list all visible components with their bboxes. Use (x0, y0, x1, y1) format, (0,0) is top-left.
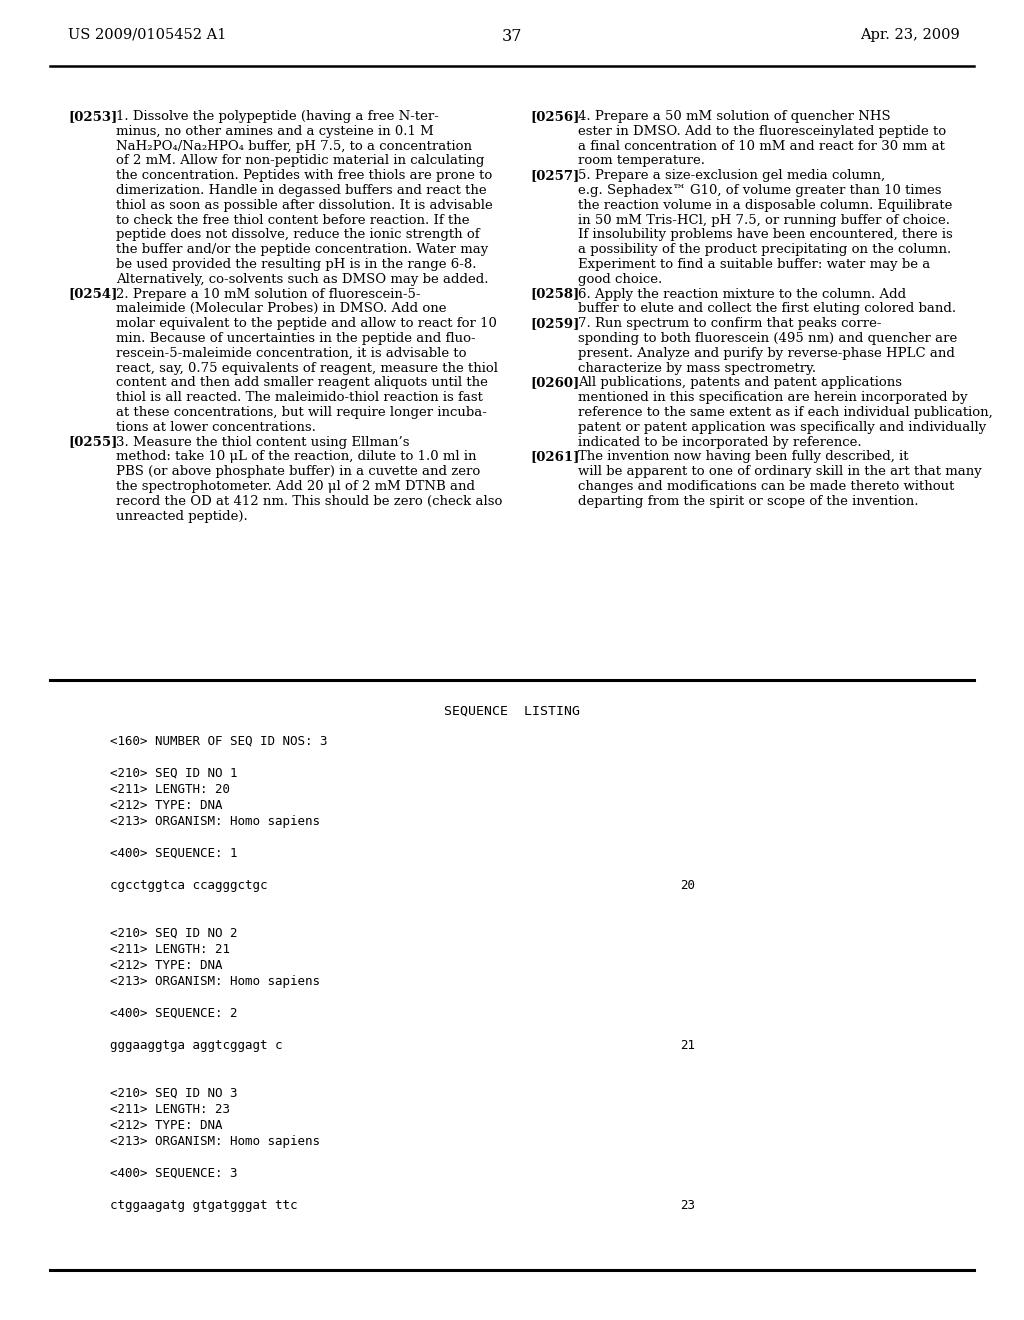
Text: content and then add smaller reagent aliquots until the: content and then add smaller reagent ali… (116, 376, 487, 389)
Text: [0253]: [0253] (68, 110, 118, 123)
Text: will be apparent to one of ordinary skill in the art that many: will be apparent to one of ordinary skil… (578, 465, 982, 478)
Text: The invention now having been fully described, it: The invention now having been fully desc… (578, 450, 908, 463)
Text: mentioned in this specification are herein incorporated by: mentioned in this specification are here… (578, 391, 968, 404)
Text: record the OD at 412 nm. This should be zero (check also: record the OD at 412 nm. This should be … (116, 495, 503, 508)
Text: 7. Run spectrum to confirm that peaks corre-: 7. Run spectrum to confirm that peaks co… (578, 317, 882, 330)
Text: maleimide (Molecular Probes) in DMSO. Add one: maleimide (Molecular Probes) in DMSO. Ad… (116, 302, 446, 315)
Text: PBS (or above phosphate buffer) in a cuvette and zero: PBS (or above phosphate buffer) in a cuv… (116, 465, 480, 478)
Text: <212> TYPE: DNA: <212> TYPE: DNA (110, 799, 222, 812)
Text: of 2 mM. Allow for non-peptidic material in calculating: of 2 mM. Allow for non-peptidic material… (116, 154, 484, 168)
Text: the buffer and/or the peptide concentration. Water may: the buffer and/or the peptide concentrat… (116, 243, 488, 256)
Text: [0261]: [0261] (530, 450, 580, 463)
Text: Apr. 23, 2009: Apr. 23, 2009 (860, 28, 961, 42)
Text: <400> SEQUENCE: 2: <400> SEQUENCE: 2 (110, 1007, 238, 1020)
Text: at these concentrations, but will require longer incuba-: at these concentrations, but will requir… (116, 407, 486, 418)
Text: characterize by mass spectrometry.: characterize by mass spectrometry. (578, 362, 816, 375)
Text: <210> SEQ ID NO 2: <210> SEQ ID NO 2 (110, 927, 238, 940)
Text: method: take 10 μL of the reaction, dilute to 1.0 ml in: method: take 10 μL of the reaction, dilu… (116, 450, 476, 463)
Text: thiol is all reacted. The maleimido-thiol reaction is fast: thiol is all reacted. The maleimido-thio… (116, 391, 483, 404)
Text: e.g. Sephadex™ G10, of volume greater than 10 times: e.g. Sephadex™ G10, of volume greater th… (578, 183, 941, 197)
Text: thiol as soon as possible after dissolution. It is advisable: thiol as soon as possible after dissolut… (116, 199, 493, 211)
Text: be used provided the resulting pH is in the range 6-8.: be used provided the resulting pH is in … (116, 257, 476, 271)
Text: All publications, patents and patent applications: All publications, patents and patent app… (578, 376, 902, 389)
Text: 6. Apply the reaction mixture to the column. Add: 6. Apply the reaction mixture to the col… (578, 288, 906, 301)
Text: <160> NUMBER OF SEQ ID NOS: 3: <160> NUMBER OF SEQ ID NOS: 3 (110, 735, 328, 748)
Text: peptide does not dissolve, reduce the ionic strength of: peptide does not dissolve, reduce the io… (116, 228, 479, 242)
Text: <210> SEQ ID NO 3: <210> SEQ ID NO 3 (110, 1086, 238, 1100)
Text: [0260]: [0260] (530, 376, 580, 389)
Text: SEQUENCE  LISTING: SEQUENCE LISTING (444, 705, 580, 718)
Text: Experiment to find a suitable buffer: water may be a: Experiment to find a suitable buffer: wa… (578, 257, 930, 271)
Text: ctggaagatg gtgatgggat ttc: ctggaagatg gtgatgggat ttc (110, 1199, 298, 1212)
Text: 3. Measure the thiol content using Ellman’s: 3. Measure the thiol content using Ellma… (116, 436, 410, 449)
Text: min. Because of uncertainties in the peptide and fluo-: min. Because of uncertainties in the pep… (116, 333, 475, 345)
Text: <211> LENGTH: 21: <211> LENGTH: 21 (110, 942, 230, 956)
Text: good choice.: good choice. (578, 273, 663, 286)
Text: If insolubility problems have been encountered, there is: If insolubility problems have been encou… (578, 228, 952, 242)
Text: present. Analyze and purify by reverse-phase HPLC and: present. Analyze and purify by reverse-p… (578, 347, 954, 360)
Text: room temperature.: room temperature. (578, 154, 705, 168)
Text: the reaction volume in a disposable column. Equilibrate: the reaction volume in a disposable colu… (578, 199, 952, 211)
Text: indicated to be incorporated by reference.: indicated to be incorporated by referenc… (578, 436, 861, 449)
Text: the concentration. Peptides with free thiols are prone to: the concentration. Peptides with free th… (116, 169, 493, 182)
Text: react, say, 0.75 equivalents of reagent, measure the thiol: react, say, 0.75 equivalents of reagent,… (116, 362, 498, 375)
Text: [0259]: [0259] (530, 317, 580, 330)
Text: a possibility of the product precipitating on the column.: a possibility of the product precipitati… (578, 243, 951, 256)
Text: <213> ORGANISM: Homo sapiens: <213> ORGANISM: Homo sapiens (110, 814, 319, 828)
Text: NaH₂PO₄/Na₂HPO₄ buffer, pH 7.5, to a concentration: NaH₂PO₄/Na₂HPO₄ buffer, pH 7.5, to a con… (116, 140, 472, 153)
Text: [0254]: [0254] (68, 288, 118, 301)
Text: <211> LENGTH: 20: <211> LENGTH: 20 (110, 783, 230, 796)
Text: dimerization. Handle in degassed buffers and react the: dimerization. Handle in degassed buffers… (116, 183, 486, 197)
Text: buffer to elute and collect the first eluting colored band.: buffer to elute and collect the first el… (578, 302, 956, 315)
Text: [0256]: [0256] (530, 110, 580, 123)
Text: in 50 mM Tris-HCl, pH 7.5, or running buffer of choice.: in 50 mM Tris-HCl, pH 7.5, or running bu… (578, 214, 950, 227)
Text: 21: 21 (680, 1039, 695, 1052)
Text: 23: 23 (680, 1199, 695, 1212)
Text: 20: 20 (680, 879, 695, 892)
Text: <210> SEQ ID NO 1: <210> SEQ ID NO 1 (110, 767, 238, 780)
Text: tions at lower concentrations.: tions at lower concentrations. (116, 421, 315, 434)
Text: sponding to both fluorescein (495 nm) and quencher are: sponding to both fluorescein (495 nm) an… (578, 333, 957, 345)
Text: 37: 37 (502, 28, 522, 45)
Text: <212> TYPE: DNA: <212> TYPE: DNA (110, 1119, 222, 1133)
Text: 2. Prepare a 10 mM solution of fluorescein-5-: 2. Prepare a 10 mM solution of fluoresce… (116, 288, 421, 301)
Text: cgcctggtca ccagggctgc: cgcctggtca ccagggctgc (110, 879, 267, 892)
Text: the spectrophotometer. Add 20 μl of 2 mM DTNB and: the spectrophotometer. Add 20 μl of 2 mM… (116, 480, 475, 492)
Text: 4. Prepare a 50 mM solution of quencher NHS: 4. Prepare a 50 mM solution of quencher … (578, 110, 891, 123)
Text: ester in DMSO. Add to the fluoresceinylated peptide to: ester in DMSO. Add to the fluoresceinyla… (578, 125, 946, 137)
Text: [0257]: [0257] (530, 169, 580, 182)
Text: minus, no other amines and a cysteine in 0.1 M: minus, no other amines and a cysteine in… (116, 125, 434, 137)
Text: [0255]: [0255] (68, 436, 118, 449)
Text: <400> SEQUENCE: 1: <400> SEQUENCE: 1 (110, 847, 238, 861)
Text: gggaaggtga aggtcggagt c: gggaaggtga aggtcggagt c (110, 1039, 283, 1052)
Text: <213> ORGANISM: Homo sapiens: <213> ORGANISM: Homo sapiens (110, 975, 319, 987)
Text: <213> ORGANISM: Homo sapiens: <213> ORGANISM: Homo sapiens (110, 1135, 319, 1148)
Text: <212> TYPE: DNA: <212> TYPE: DNA (110, 960, 222, 972)
Text: <211> LENGTH: 23: <211> LENGTH: 23 (110, 1104, 230, 1115)
Text: <400> SEQUENCE: 3: <400> SEQUENCE: 3 (110, 1167, 238, 1180)
Text: patent or patent application was specifically and individually: patent or patent application was specifi… (578, 421, 986, 434)
Text: departing from the spirit or scope of the invention.: departing from the spirit or scope of th… (578, 495, 919, 508)
Text: US 2009/0105452 A1: US 2009/0105452 A1 (68, 28, 226, 42)
Text: [0258]: [0258] (530, 288, 580, 301)
Text: reference to the same extent as if each individual publication,: reference to the same extent as if each … (578, 407, 992, 418)
Text: molar equivalent to the peptide and allow to react for 10: molar equivalent to the peptide and allo… (116, 317, 497, 330)
Text: to check the free thiol content before reaction. If the: to check the free thiol content before r… (116, 214, 469, 227)
Text: a final concentration of 10 mM and react for 30 mm at: a final concentration of 10 mM and react… (578, 140, 945, 153)
Text: 5. Prepare a size-exclusion gel media column,: 5. Prepare a size-exclusion gel media co… (578, 169, 885, 182)
Text: rescein-5-maleimide concentration, it is advisable to: rescein-5-maleimide concentration, it is… (116, 347, 467, 360)
Text: Alternatively, co-solvents such as DMSO may be added.: Alternatively, co-solvents such as DMSO … (116, 273, 488, 286)
Text: changes and modifications can be made thereto without: changes and modifications can be made th… (578, 480, 954, 492)
Text: unreacted peptide).: unreacted peptide). (116, 510, 248, 523)
Text: 1. Dissolve the polypeptide (having a free N-ter-: 1. Dissolve the polypeptide (having a fr… (116, 110, 439, 123)
